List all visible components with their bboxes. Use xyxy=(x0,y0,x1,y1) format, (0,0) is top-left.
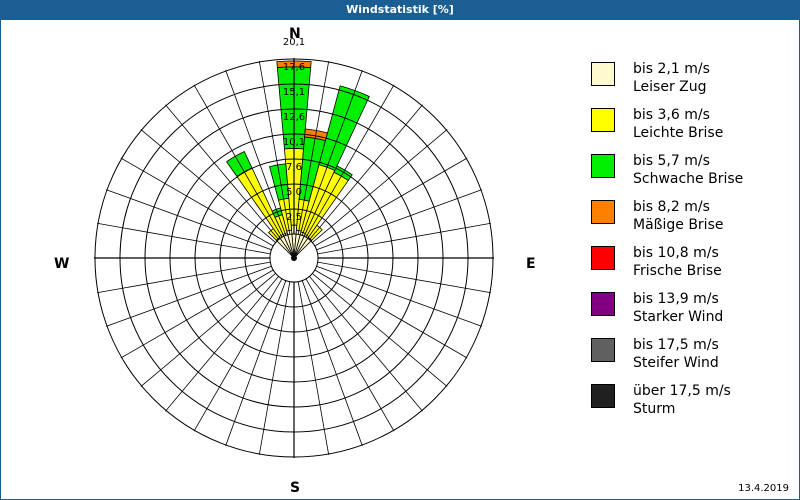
ring-label: 7,6 xyxy=(286,162,302,173)
grid-spoke xyxy=(140,273,276,387)
grid-spoke xyxy=(314,269,468,359)
grid-spoke xyxy=(96,261,271,294)
legend-range: bis 13,9 m/s xyxy=(633,291,719,307)
chart-frame: 2,5 5,0 7,6 10,1 12,6 15,1 17,6 20,1 N E S W bi… xyxy=(0,20,800,500)
grid-spoke xyxy=(193,84,283,238)
legend-label: Mäßige Brise xyxy=(633,217,724,233)
ring-label: 10,1 xyxy=(283,137,305,148)
compass-north: N xyxy=(289,26,301,42)
legend-swatch-icon xyxy=(591,200,615,224)
date-stamp: 13.4.2019 xyxy=(738,483,789,494)
grid-spoke xyxy=(314,157,468,247)
center-dot xyxy=(291,255,297,261)
grid-spoke xyxy=(193,278,283,432)
grid-spoke xyxy=(301,69,363,236)
grid-spoke xyxy=(225,69,287,236)
compass-east: E xyxy=(526,256,536,272)
legend-swatch-icon xyxy=(591,108,615,132)
grid-spoke xyxy=(225,280,287,447)
grid-spoke xyxy=(105,265,272,327)
grid-spoke xyxy=(297,60,330,235)
grid-spoke xyxy=(120,269,274,359)
ring-label: 12,6 xyxy=(283,112,305,123)
grid-spoke xyxy=(297,281,330,456)
legend-range: bis 17,5 m/s xyxy=(633,337,719,353)
legend-swatch-icon xyxy=(591,292,615,316)
grid-spoke xyxy=(317,261,492,294)
legend-label: Steifer Wind xyxy=(633,355,719,371)
legend-label: Leichte Brise xyxy=(633,125,724,141)
legend-swatch-icon xyxy=(591,384,615,408)
wind-bar-segment xyxy=(318,85,370,171)
legend-swatch-icon xyxy=(591,246,615,270)
legend-range: über 17,5 m/s xyxy=(633,383,731,399)
grid-spoke xyxy=(305,278,395,432)
legend-label: Leiser Zug xyxy=(633,79,707,95)
legend-label: Sturm xyxy=(633,401,676,417)
grid-spoke xyxy=(316,189,483,251)
grid-spoke xyxy=(305,84,395,238)
compass-west: W xyxy=(54,256,70,272)
legend-label: Frische Brise xyxy=(633,263,722,279)
grid-spoke xyxy=(309,104,423,240)
ring-label: 15,1 xyxy=(283,87,305,98)
legend-range: bis 10,8 m/s xyxy=(633,245,719,261)
grid-spoke xyxy=(258,60,291,235)
grid-spoke xyxy=(316,265,483,327)
legend-label: Starker Wind xyxy=(633,309,724,325)
grid-spoke xyxy=(301,280,363,447)
ring-label: 20,1 xyxy=(283,37,305,48)
grid-spoke xyxy=(258,281,291,456)
grid-spoke xyxy=(96,222,271,255)
legend-range: bis 2,1 m/s xyxy=(633,61,710,77)
ring-label: 5,0 xyxy=(286,187,302,198)
legend-range: bis 5,7 m/s xyxy=(633,153,710,169)
grid-spoke xyxy=(317,222,492,255)
grid-spoke xyxy=(312,129,448,243)
grid-spoke xyxy=(165,104,279,240)
grid-spoke xyxy=(165,276,279,412)
grid-spoke xyxy=(120,157,274,247)
legend-range: bis 8,2 m/s xyxy=(633,199,710,215)
legend-label: Schwache Brise xyxy=(633,171,744,187)
legend-swatch-icon xyxy=(591,154,615,178)
ring-label: 2,5 xyxy=(286,212,302,223)
ring-label: 17,6 xyxy=(283,62,305,73)
legend-range: bis 3,6 m/s xyxy=(633,107,710,123)
wind-rose-chart: 2,5 5,0 7,6 10,1 12,6 15,1 17,6 20,1 xyxy=(94,37,494,458)
grid-spoke xyxy=(105,189,272,251)
wind-bar-segment xyxy=(269,163,290,201)
window-title: Windstatistik [%] xyxy=(0,0,800,20)
legend-swatch-icon xyxy=(591,62,615,86)
grid-spoke xyxy=(309,276,423,412)
legend-swatch-icon xyxy=(591,338,615,362)
grid-spoke xyxy=(312,273,448,387)
compass-south: S xyxy=(290,480,301,496)
grid-spoke xyxy=(140,129,276,243)
